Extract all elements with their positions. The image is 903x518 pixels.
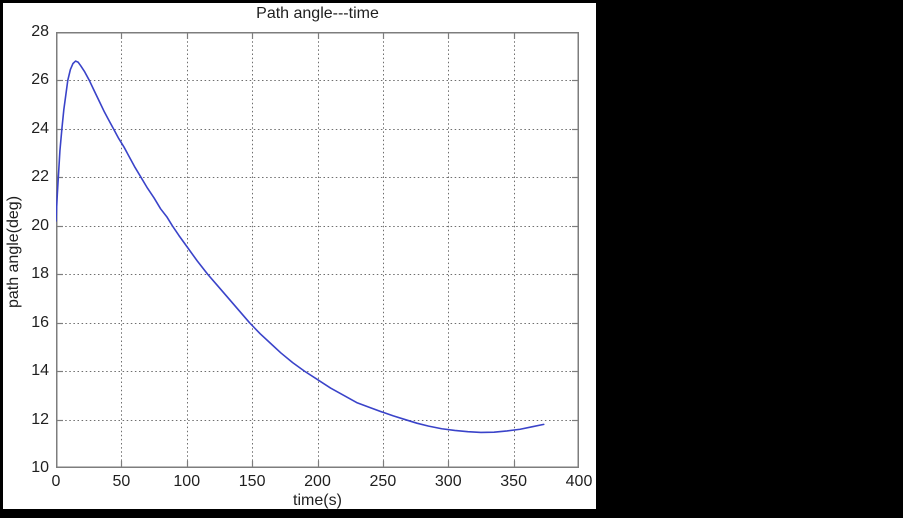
y-tick-label: 22 xyxy=(31,168,49,186)
y-tick-label: 12 xyxy=(31,410,49,428)
y-axis-label-text: path angle(deg) xyxy=(5,195,22,309)
y-tick-label: 28 xyxy=(31,23,49,40)
x-tick-label: 250 xyxy=(369,473,397,490)
y-tick-label: 26 xyxy=(31,71,49,89)
plot-svg xyxy=(56,32,579,468)
y-tick-label: 20 xyxy=(31,216,49,234)
y-tick-label: 18 xyxy=(31,265,49,283)
x-tick-label: 50 xyxy=(112,473,131,490)
data-line xyxy=(56,60,545,434)
plot-frame xyxy=(56,32,579,468)
chart-title: Path angle---time xyxy=(256,5,379,22)
y-tick-label: 24 xyxy=(31,119,49,137)
figure-canvas xyxy=(3,3,596,509)
y-tick-label: 16 xyxy=(31,313,49,331)
plot-area xyxy=(56,32,579,468)
x-tick-label: 200 xyxy=(304,473,331,490)
x-tick-label: 300 xyxy=(434,473,462,490)
x-tick-label: 400 xyxy=(565,473,593,490)
x-tick-label: 100 xyxy=(173,473,201,490)
y-tick-label: 10 xyxy=(31,459,49,476)
y-tick-label: 14 xyxy=(31,362,49,380)
x-tick-label: 350 xyxy=(500,473,527,490)
x-tick-label: 0 xyxy=(51,473,61,490)
x-axis-label: time(s) xyxy=(293,492,342,509)
x-tick-label: 150 xyxy=(238,473,266,490)
